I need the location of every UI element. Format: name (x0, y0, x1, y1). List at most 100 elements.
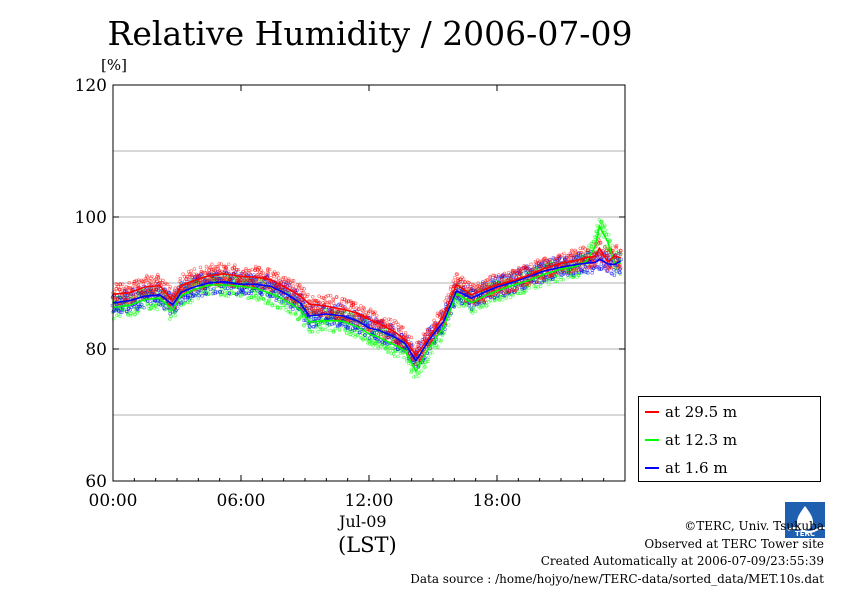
data-point (236, 267, 241, 272)
data-point (274, 278, 279, 282)
data-point (550, 277, 555, 282)
date-label: Jul-09 (339, 512, 387, 531)
data-point (351, 301, 356, 305)
data-point (181, 272, 185, 276)
data-point (152, 306, 156, 311)
data-point (242, 292, 247, 296)
data-point (266, 271, 271, 276)
data-point (401, 325, 405, 330)
data-point (403, 333, 408, 337)
data-point (460, 301, 464, 306)
data-point (412, 375, 416, 379)
data-point (516, 268, 521, 272)
data-point (555, 279, 559, 284)
data-point (328, 300, 332, 305)
data-point (226, 262, 231, 266)
data-point (507, 273, 512, 277)
data-point (562, 251, 566, 256)
data-point (488, 275, 492, 280)
data-point (130, 305, 134, 310)
data-point (265, 301, 270, 306)
data-point (363, 333, 367, 338)
data-point (535, 280, 540, 284)
data-point (224, 293, 228, 298)
data-point (132, 292, 136, 297)
data-point (246, 278, 250, 282)
data-point (288, 283, 292, 288)
data-point (457, 297, 462, 302)
data-point (543, 256, 548, 260)
data-point (178, 276, 183, 281)
data-point (367, 336, 372, 340)
data-point (584, 251, 588, 255)
data-point (602, 265, 607, 269)
data-point (441, 308, 446, 312)
grid-layer (113, 150, 625, 416)
data-point (300, 286, 304, 291)
data-point (570, 249, 574, 254)
data-point (176, 302, 181, 307)
data-point (230, 266, 235, 270)
data-point (136, 302, 141, 307)
data-point (162, 306, 166, 310)
data-point (566, 270, 571, 275)
data-point (302, 297, 306, 302)
data-point (168, 285, 173, 289)
data-point (122, 287, 127, 292)
data-point (318, 324, 322, 329)
data-point (602, 224, 607, 229)
data-point (196, 290, 201, 294)
data-point (276, 271, 280, 276)
data-point (149, 276, 153, 280)
data-point (190, 298, 195, 303)
series-line (112, 247, 621, 357)
data-point (173, 313, 178, 318)
x-tick-label: 18:00 (473, 491, 522, 511)
data-point (586, 248, 590, 252)
data-point (357, 322, 362, 327)
data-point (343, 328, 347, 333)
data-point (556, 275, 560, 280)
data-point (267, 298, 271, 302)
data-point (128, 308, 133, 312)
data-point (607, 266, 612, 270)
data-point (399, 330, 403, 334)
data-point (207, 276, 211, 281)
legend-swatch-red (645, 411, 659, 413)
data-point (534, 261, 539, 265)
data-point (111, 316, 116, 321)
data-point (604, 250, 609, 255)
data-point (149, 274, 154, 279)
data-point (199, 270, 203, 274)
data-point (220, 290, 225, 294)
data-point (381, 319, 386, 324)
data-point (230, 276, 235, 281)
data-point (287, 277, 291, 281)
data-point (286, 310, 290, 314)
data-point (556, 271, 561, 276)
data-point (347, 298, 351, 303)
data-point (385, 342, 390, 346)
data-point (130, 286, 134, 291)
data-point (213, 289, 218, 294)
data-point (291, 284, 296, 288)
data-point (332, 330, 336, 334)
data-point (352, 315, 356, 319)
data-point (308, 325, 312, 329)
data-point (147, 290, 152, 295)
data-point (276, 276, 281, 280)
data-point (266, 267, 270, 271)
data-point (560, 253, 564, 257)
data-point (503, 273, 508, 277)
data-point (164, 281, 168, 286)
data-point (339, 299, 344, 304)
data-point (204, 264, 209, 269)
data-point (374, 313, 379, 318)
data-point (574, 268, 579, 272)
data-point (586, 248, 591, 253)
data-point (162, 307, 167, 311)
data-point (187, 272, 192, 277)
data-point (612, 273, 617, 278)
data-point (129, 313, 133, 318)
